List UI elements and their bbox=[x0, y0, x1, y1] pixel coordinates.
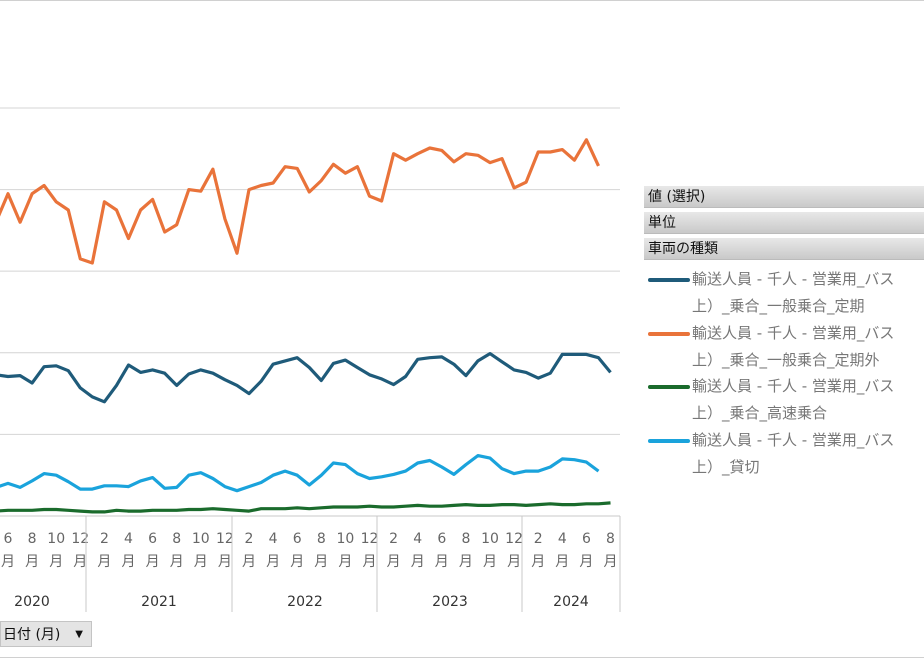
x-tick-month: 10 bbox=[192, 531, 210, 547]
x-tick-month: 2 bbox=[245, 531, 254, 547]
legend-label-charter: 輸送人員 - 千人 - 営業用_バス 上）_貸切 bbox=[692, 427, 924, 481]
legend-label-line1: 輸送人員 - 千人 - 営業用_バス bbox=[692, 324, 895, 342]
line-chart: 6月8月10月12月2月4月6月8月10月12月2月4月6月8月10月12月2月… bbox=[0, 107, 621, 612]
legend-label-line2: 上）_乗合_高速乗合 bbox=[692, 404, 828, 422]
date-month-filter-label: 日付 (月) bbox=[3, 627, 61, 643]
x-tick-month: 12 bbox=[216, 531, 234, 547]
legend-label-scheduled: 輸送人員 - 千人 - 営業用_バス 上）_乗合_一般乗合_定期 bbox=[692, 266, 924, 320]
x-tick-month-suffix: 月 bbox=[194, 554, 208, 570]
x-tick-month-suffix: 月 bbox=[73, 554, 87, 570]
x-tick-month: 2 bbox=[534, 531, 543, 547]
series-line-2 bbox=[0, 501, 611, 514]
x-tick-month: 6 bbox=[293, 531, 302, 547]
x-tick-month-suffix: 月 bbox=[122, 554, 136, 570]
x-tick-month: 4 bbox=[558, 531, 567, 547]
x-tick-month-suffix: 月 bbox=[387, 554, 401, 570]
x-tick-month-suffix: 月 bbox=[1, 554, 15, 570]
x-tick-month: 8 bbox=[606, 531, 615, 547]
x-tick-month-suffix: 月 bbox=[170, 554, 184, 570]
x-tick-month: 10 bbox=[481, 531, 499, 547]
legend-label-line2: 上）_乗合_一般乗合_定期 bbox=[692, 297, 865, 315]
x-tick-month: 10 bbox=[47, 531, 65, 547]
legend-label-line2: 上）_乗合_一般乗合_定期外 bbox=[692, 351, 880, 369]
x-tick-month-suffix: 月 bbox=[555, 554, 569, 570]
x-year-label: 2020 bbox=[14, 594, 50, 610]
x-tick-month-suffix: 月 bbox=[507, 554, 521, 570]
x-tick-month: 12 bbox=[71, 531, 89, 547]
x-tick-month: 2 bbox=[389, 531, 398, 547]
x-tick-month-suffix: 月 bbox=[242, 554, 256, 570]
dropdown-arrow-icon: ▼ bbox=[75, 629, 83, 640]
legend-label-line1: 輸送人員 - 千人 - 営業用_バス bbox=[692, 377, 895, 395]
x-tick-month: 2 bbox=[100, 531, 109, 547]
x-tick-month: 8 bbox=[317, 531, 326, 547]
x-year-label: 2022 bbox=[287, 594, 323, 610]
x-tick-month-suffix: 月 bbox=[290, 554, 304, 570]
series-line-3 bbox=[0, 454, 600, 493]
legend-label-non-scheduled: 輸送人員 - 千人 - 営業用_バス 上）_乗合_一般乗合_定期外 bbox=[692, 320, 924, 374]
x-year-label: 2024 bbox=[553, 594, 589, 610]
legend-label-line2: 上）_貸切 bbox=[692, 458, 760, 476]
series-line-1 bbox=[0, 138, 600, 265]
x-tick-month-suffix: 月 bbox=[435, 554, 449, 570]
x-tick-month: 6 bbox=[582, 531, 591, 547]
legend-header-value[interactable]: 値 (選択) bbox=[644, 186, 924, 208]
x-tick-month-suffix: 月 bbox=[459, 554, 473, 570]
x-tick-month-suffix: 月 bbox=[146, 554, 160, 570]
legend-swatch-non-scheduled bbox=[648, 332, 690, 336]
x-tick-month-suffix: 月 bbox=[266, 554, 280, 570]
series-lines bbox=[0, 138, 612, 514]
x-tick-month-suffix: 月 bbox=[604, 554, 618, 570]
x-tick-month: 4 bbox=[413, 531, 422, 547]
legend-label-line1: 輸送人員 - 千人 - 営業用_バス bbox=[692, 270, 895, 288]
x-tick-month-suffix: 月 bbox=[338, 554, 352, 570]
x-tick-month: 4 bbox=[124, 531, 133, 547]
x-tick-month: 8 bbox=[172, 531, 181, 547]
grid-lines bbox=[0, 107, 620, 517]
date-month-filter-button[interactable]: 日付 (月) ▼ bbox=[0, 621, 92, 647]
legend-swatch-highway bbox=[648, 385, 690, 389]
x-tick-month-suffix: 月 bbox=[483, 554, 497, 570]
x-tick-month: 6 bbox=[148, 531, 157, 547]
x-year-label: 2023 bbox=[432, 594, 468, 610]
legend-header-unit[interactable]: 単位 bbox=[644, 212, 924, 234]
frame-bottom-border bbox=[0, 657, 924, 658]
x-tick-month: 4 bbox=[269, 531, 278, 547]
x-tick-month-suffix: 月 bbox=[411, 554, 425, 570]
x-tick-month: 8 bbox=[28, 531, 37, 547]
frame-top-border bbox=[0, 0, 924, 1]
x-tick-month-suffix: 月 bbox=[531, 554, 545, 570]
x-tick-month: 6 bbox=[4, 531, 13, 547]
x-tick-month-suffix: 月 bbox=[218, 554, 232, 570]
x-tick-month-suffix: 月 bbox=[97, 554, 111, 570]
x-axis: 6月8月10月12月2月4月6月8月10月12月2月4月6月8月10月12月2月… bbox=[0, 515, 621, 612]
x-year-label: 2021 bbox=[141, 594, 177, 610]
x-tick-month-suffix: 月 bbox=[314, 554, 328, 570]
legend-label-highway: 輸送人員 - 千人 - 営業用_バス 上）_乗合_高速乗合 bbox=[692, 373, 924, 427]
x-tick-month-suffix: 月 bbox=[25, 554, 39, 570]
x-tick-month: 8 bbox=[461, 531, 470, 547]
x-tick-month-suffix: 月 bbox=[49, 554, 63, 570]
legend-label-line1: 輸送人員 - 千人 - 営業用_バス bbox=[692, 431, 895, 449]
series-line-0 bbox=[0, 352, 612, 404]
x-tick-month: 6 bbox=[437, 531, 446, 547]
legend-swatch-scheduled bbox=[648, 278, 690, 282]
legend-header-vehicle-type[interactable]: 車両の種類 bbox=[644, 238, 924, 260]
x-tick-month: 10 bbox=[336, 531, 354, 547]
x-tick-month-suffix: 月 bbox=[579, 554, 593, 570]
x-tick-month-suffix: 月 bbox=[363, 554, 377, 570]
x-tick-month: 12 bbox=[505, 531, 523, 547]
legend-swatch-charter bbox=[648, 439, 690, 443]
x-tick-month: 12 bbox=[361, 531, 379, 547]
